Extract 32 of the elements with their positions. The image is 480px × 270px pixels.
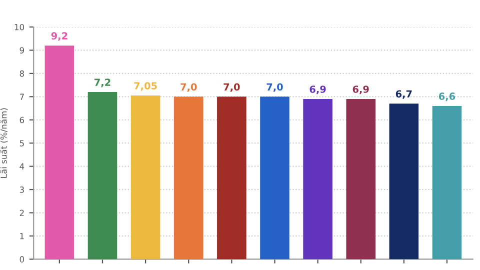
data-label: 9,2 bbox=[51, 32, 68, 41]
bar bbox=[130, 96, 160, 260]
y-tick-label: 3 bbox=[20, 186, 24, 193]
bar bbox=[346, 98, 376, 260]
bar bbox=[389, 104, 419, 260]
data-label: 6,9 bbox=[352, 86, 369, 94]
y-tick-label: 8 bbox=[20, 70, 24, 77]
bar bbox=[44, 46, 74, 260]
data-label: 7,2 bbox=[94, 78, 110, 88]
bar bbox=[260, 96, 290, 260]
bar bbox=[217, 96, 246, 260]
y-tick-label: 0 bbox=[20, 256, 24, 262]
y-tick-label: 4 bbox=[20, 163, 24, 170]
y-tick-label: 6 bbox=[20, 116, 24, 124]
bar bbox=[174, 96, 204, 260]
data-label: 6,9 bbox=[310, 86, 326, 94]
y-tick-label: 5 bbox=[20, 140, 24, 146]
y-tick-label: 10 bbox=[14, 24, 24, 30]
y-tick-label: 1 bbox=[20, 233, 24, 240]
y-tick-label: 9 bbox=[20, 47, 24, 54]
y-axis-title: Lãi suất (%/năm) bbox=[0, 108, 8, 178]
data-label: 7,0 bbox=[266, 83, 283, 92]
bar bbox=[432, 106, 462, 260]
data-label: 7,05 bbox=[134, 82, 157, 91]
data-label: 7,0 bbox=[180, 83, 197, 92]
data-label: 6,6 bbox=[438, 92, 456, 102]
data-label: 7,0 bbox=[224, 83, 240, 92]
y-tick-label: 7 bbox=[20, 94, 24, 100]
bar bbox=[303, 98, 332, 260]
y-tick-label: 2 bbox=[20, 210, 24, 216]
data-label: 6,7 bbox=[396, 90, 412, 99]
bar bbox=[88, 92, 118, 260]
